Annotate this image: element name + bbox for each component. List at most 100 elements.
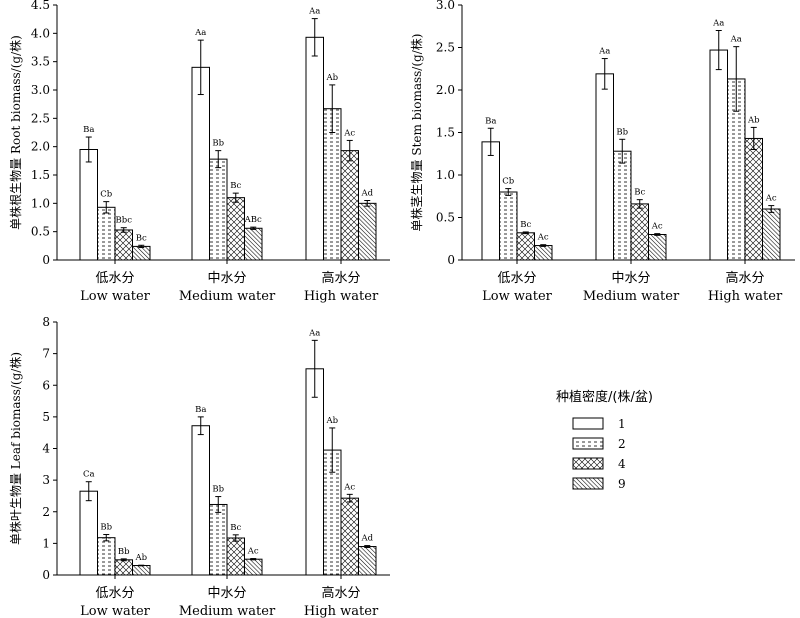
significance-label: Aa [730,35,742,45]
significance-label: Aa [598,47,610,57]
bar-density-9 [358,202,377,261]
y-tick-label: 0.5 [436,211,455,225]
category-label-en: Medium water [179,289,276,304]
significance-label: Ad [360,189,373,199]
significance-label: Bc [230,181,241,191]
significance-label: Cb [100,190,113,200]
bar-density-9 [132,245,151,261]
legend-label: 4 [618,457,626,471]
bar-density-2 [209,503,228,576]
bar-density-4 [114,229,133,261]
category-label-cn: 高水分 [321,270,360,286]
category-label-en: Low water [80,604,151,618]
bar-density-9 [132,565,151,576]
bar-density-4 [114,559,133,576]
significance-label: Aa [194,28,206,38]
y-tick-label: 4.5 [31,0,50,12]
legend-swatch-9 [572,477,604,490]
significance-label: Bc [520,220,531,230]
bar-density-9 [244,558,263,576]
y-tick-label: 7 [42,347,50,361]
significance-label: Aa [308,7,320,17]
category-label-en: Medium water [179,604,276,618]
legend-swatch-1 [572,417,604,430]
significance-label: Bb [100,523,112,533]
bar-density-4 [744,137,763,261]
significance-label: Bb [212,485,224,495]
significance-label: Bc [230,523,241,533]
bar-density-2 [613,150,632,261]
y-tick-label: 0 [447,253,455,267]
category-label-cn: 中水分 [207,271,246,286]
bar-density-4 [516,232,535,261]
y-tick-label: 1 [42,536,50,550]
bar-density-1 [191,66,210,261]
significance-label: Bb [118,547,130,557]
y-tick-label: 2.0 [31,140,50,154]
y-axis-label: 单株叶生物量 Leaf biomass/(g/株) [8,352,23,545]
category-label-en: Low water [80,289,151,304]
bar-density-2 [499,191,518,261]
bar-density-2 [97,206,116,261]
bar-density-9 [534,245,553,261]
root-biomass-panel: 0 0.5 1.0 1.5 2.0 2.5 3.0 3.5 4.0 4.5 单株根生物量 Root … [8,0,390,304]
y-tick-label: 4.0 [31,26,50,40]
significance-label: Bc [136,233,147,243]
legend-label: 1 [618,417,626,431]
y-tick-label: 6 [42,378,50,392]
y-tick-label: 0 [42,568,50,582]
significance-label: Ba [195,405,206,415]
bar-density-4 [340,497,359,576]
significance-label: Ac [765,194,777,204]
significance-label: Ba [83,125,94,135]
bar-density-9 [762,208,781,261]
significance-label: Bb [212,139,224,149]
y-tick-label: 5 [42,410,50,424]
significance-label: Ac [537,233,549,243]
legend: 种植密度/(株/盆) 1 2 4 9 [556,389,653,491]
legend-swatch-2 [572,437,604,450]
significance-label: Ba [485,116,496,126]
significance-label: Ab [325,416,338,426]
significance-label: Ab [747,115,760,125]
significance-label: Ac [247,547,259,557]
significance-label: Ac [343,128,355,138]
category-label-cn: 低水分 [95,271,134,286]
bar-density-4 [630,203,649,261]
bar-density-1 [709,49,728,261]
y-tick-label: 3.0 [436,0,455,12]
y-axis-label: 单株茎生物量 Stem biomass/(g/株) [409,34,424,232]
bar-density-1 [481,141,500,261]
category-label-cn: 低水分 [497,271,536,286]
stem-biomass-panel: 0 0.5 1.0 1.5 2.0 2.5 3.0 单株茎生物量 Stem biomass/(… [409,0,795,304]
bar-density-2 [97,537,116,576]
legend-label: 9 [618,477,626,491]
significance-label: Bbc [116,216,133,226]
y-tick-label: 1.0 [436,168,455,182]
y-tick-label: 2.0 [436,83,455,97]
category-label-en: Medium water [583,289,680,304]
bar-density-4 [226,537,245,576]
bar-density-1 [305,36,324,261]
legend-title: 种植密度/(株/盆) [556,389,653,405]
bar-density-9 [648,234,667,261]
significance-label: Ac [343,482,355,492]
significance-label: Ad [360,534,373,544]
bar-density-1 [79,490,98,576]
category-label-cn: 低水分 [95,586,134,601]
leaf-biomass-panel: 0 1 2 3 4 5 6 7 8 单株叶生物量 Leaf biomass/(g/株) Ca Bb Bb… [8,315,390,618]
y-tick-label: 8 [42,315,50,329]
y-tick-label: 3.5 [31,55,50,69]
legend-swatch-4 [572,457,604,470]
category-label-cn: 中水分 [611,271,650,286]
significance-label: Ac [651,222,663,232]
y-tick-label: 0.5 [31,225,50,239]
y-tick-label: 1.5 [436,126,455,140]
bar-density-4 [226,197,245,261]
bar-density-9 [358,546,377,576]
y-tick-label: 3 [42,473,50,487]
y-tick-label: 2.5 [31,111,50,125]
y-tick-label: 2.5 [436,41,455,55]
y-axis-label: 单株根生物量 Root biomass/(g/株) [8,35,23,230]
